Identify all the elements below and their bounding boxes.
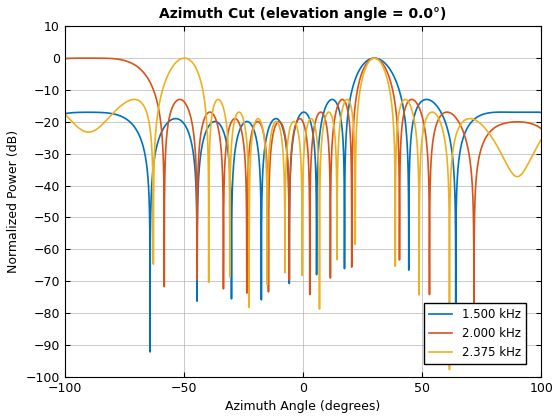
Title: Azimuth Cut (elevation angle = 0.0°): Azimuth Cut (elevation angle = 0.0°) xyxy=(159,7,447,21)
1.500 kHz xyxy=(371,55,378,60)
Legend: 1.500 kHz, 2.000 kHz, 2.375 kHz: 1.500 kHz, 2.000 kHz, 2.375 kHz xyxy=(424,304,526,364)
2.375 kHz xyxy=(90,129,96,134)
Line: 1.500 kHz: 1.500 kHz xyxy=(65,58,541,352)
2.000 kHz xyxy=(90,55,97,60)
1.500 kHz xyxy=(538,110,544,115)
Line: 2.375 kHz: 2.375 kHz xyxy=(65,58,541,370)
2.375 kHz xyxy=(538,137,544,142)
2.000 kHz xyxy=(538,126,544,131)
1.500 kHz xyxy=(81,110,88,115)
2.375 kHz xyxy=(155,108,161,113)
2.375 kHz xyxy=(295,127,301,132)
2.375 kHz xyxy=(62,111,68,116)
1.500 kHz xyxy=(295,117,301,122)
2.000 kHz xyxy=(155,104,161,109)
2.000 kHz xyxy=(85,55,92,60)
2.000 kHz xyxy=(470,307,477,312)
1.500 kHz xyxy=(155,139,161,144)
Line: 2.000 kHz: 2.000 kHz xyxy=(65,58,541,310)
Y-axis label: Normalized Power (dB): Normalized Power (dB) xyxy=(7,130,20,273)
X-axis label: Azimuth Angle (degrees): Azimuth Angle (degrees) xyxy=(225,400,381,413)
2.000 kHz xyxy=(81,55,88,60)
1.500 kHz xyxy=(63,111,70,116)
2.375 kHz xyxy=(446,367,453,372)
2.000 kHz xyxy=(63,56,70,61)
2.375 kHz xyxy=(81,129,88,134)
1.500 kHz xyxy=(62,111,68,116)
2.000 kHz xyxy=(512,119,519,124)
1.500 kHz xyxy=(147,349,153,354)
1.500 kHz xyxy=(90,110,96,115)
2.375 kHz xyxy=(512,174,519,179)
2.000 kHz xyxy=(62,56,68,61)
2.000 kHz xyxy=(295,118,301,123)
2.375 kHz xyxy=(63,114,70,119)
1.500 kHz xyxy=(512,110,519,115)
2.375 kHz xyxy=(181,55,188,60)
